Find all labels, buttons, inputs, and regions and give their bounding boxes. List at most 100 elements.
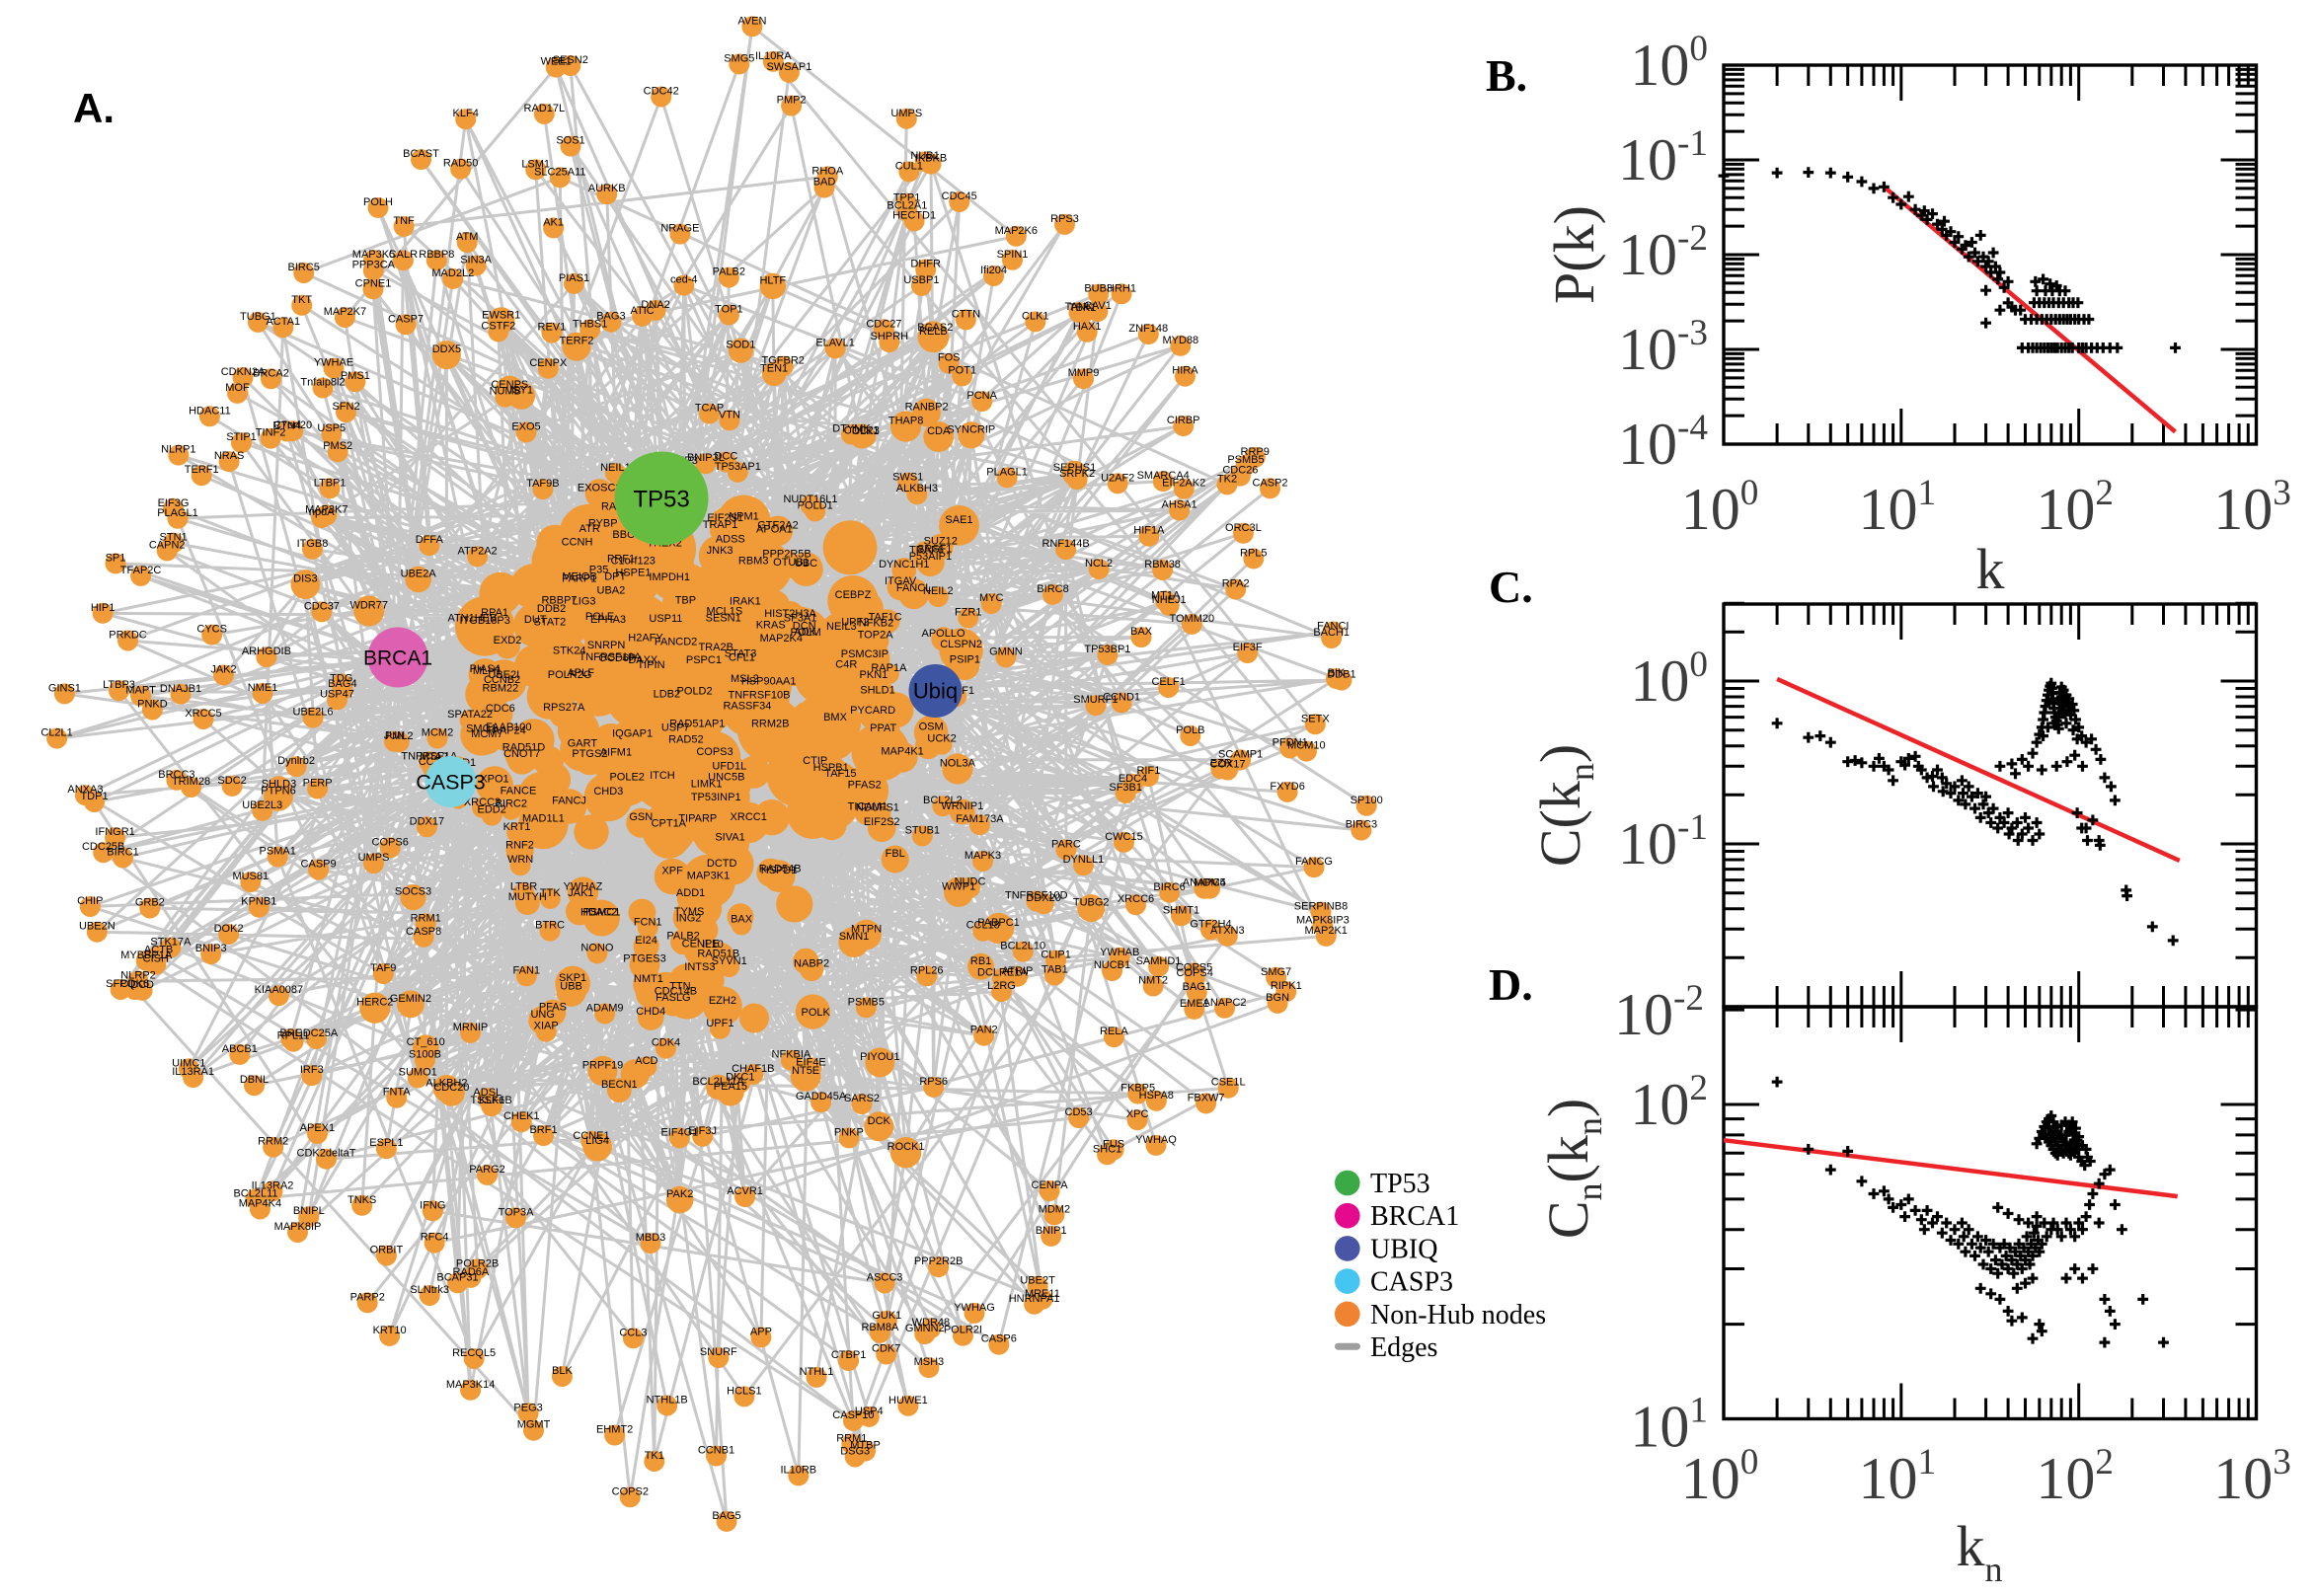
- svg-text:SHC1: SHC1: [1093, 1143, 1121, 1155]
- svg-text:CFL1: CFL1: [729, 652, 755, 664]
- svg-text:JAK1: JAK1: [568, 887, 593, 899]
- svg-text:CCNE1: CCNE1: [573, 1130, 609, 1142]
- svg-text:RRM1: RRM1: [836, 1433, 867, 1445]
- svg-text:APOA1: APOA1: [756, 524, 793, 536]
- svg-text:CD53: CD53: [1065, 1106, 1093, 1118]
- svg-text:SIVA1: SIVA1: [715, 832, 744, 844]
- svg-text:DYNLL1: DYNLL1: [1063, 854, 1105, 866]
- svg-text:PTPN6: PTPN6: [261, 785, 295, 797]
- svg-text:TRAP1: TRAP1: [703, 519, 737, 531]
- svg-text:RRM2: RRM2: [258, 1136, 288, 1148]
- svg-text:CLIP1: CLIP1: [1041, 950, 1071, 961]
- svg-text:TAF9B: TAF9B: [526, 478, 559, 490]
- svg-text:KLF4: KLF4: [453, 108, 479, 119]
- svg-text:TK1: TK1: [645, 1450, 664, 1462]
- svg-text:BCL2L11A: BCL2L11A: [692, 1076, 744, 1088]
- svg-text:RRM1: RRM1: [411, 912, 441, 924]
- svg-text:ROCK1: ROCK1: [888, 1141, 925, 1153]
- svg-text:ACTA1: ACTA1: [266, 316, 300, 328]
- svg-text:STAT3: STAT3: [725, 647, 757, 659]
- svg-text:PML2: PML2: [385, 730, 414, 742]
- svg-text:WRN: WRN: [507, 854, 533, 866]
- svg-text:SF3A1: SF3A1: [784, 613, 817, 625]
- svg-text:FANCE: FANCE: [501, 785, 537, 797]
- svg-text:PFDN1: PFDN1: [1273, 737, 1308, 749]
- svg-text:ATR: ATR: [579, 523, 600, 535]
- svg-text:RAD51D: RAD51D: [502, 741, 545, 753]
- svg-text:MAP2K4: MAP2K4: [760, 633, 803, 645]
- svg-text:TINF2: TINF2: [256, 427, 286, 439]
- svg-text:BCL2L11: BCL2L11: [233, 1187, 277, 1199]
- svg-text:NUCB1: NUCB1: [1094, 959, 1130, 971]
- svg-text:MTPN: MTPN: [851, 924, 882, 936]
- svg-text:COPS4: COPS4: [1177, 967, 1213, 979]
- svg-text:EME1: EME1: [1180, 998, 1209, 1010]
- svg-text:IKBKB: IKBKB: [915, 153, 947, 165]
- svg-text:BCAST: BCAST: [403, 148, 439, 160]
- svg-text:ABCB1: ABCB1: [222, 1043, 258, 1055]
- svg-text:PCNA: PCNA: [966, 390, 997, 402]
- svg-text:STK17A: STK17A: [150, 936, 192, 948]
- svg-text:ITGB18P3: ITGB18P3: [460, 615, 510, 627]
- svg-text:SHPRH: SHPRH: [871, 331, 909, 342]
- svg-text:CHAF1B: CHAF1B: [732, 1063, 774, 1075]
- svg-text:ELAVL1: ELAVL1: [815, 337, 855, 348]
- svg-text:FANCL: FANCL: [896, 582, 931, 594]
- svg-text:SOS1: SOS1: [556, 135, 584, 147]
- svg-text:EIF3G: EIF3G: [158, 497, 190, 509]
- svg-text:RAD51B: RAD51B: [697, 949, 739, 960]
- svg-text:RPS27A: RPS27A: [543, 702, 585, 714]
- svg-text:TBK1: TBK1: [1069, 302, 1097, 314]
- svg-text:XPF: XPF: [661, 866, 683, 877]
- svg-text:PSIP1: PSIP1: [950, 654, 980, 666]
- svg-text:CDK2deltaT: CDK2deltaT: [297, 1148, 356, 1160]
- svg-text:COPS2: COPS2: [612, 1485, 649, 1497]
- svg-text:AHSA1: AHSA1: [1162, 499, 1197, 511]
- svg-text:DKC1: DKC1: [726, 1072, 754, 1084]
- svg-text:RRP9: RRP9: [1241, 446, 1270, 458]
- svg-text:ALKBH2: ALKBH2: [425, 1077, 467, 1089]
- svg-text:CASP9: CASP9: [301, 859, 337, 871]
- svg-text:YWHAZ: YWHAZ: [564, 881, 603, 893]
- svg-text:102: 102: [1630, 1068, 1708, 1137]
- svg-text:DNAJB1: DNAJB1: [160, 683, 201, 695]
- svg-text:YWHAE: YWHAE: [314, 357, 353, 369]
- svg-text:BIRC6: BIRC6: [1153, 881, 1185, 893]
- svg-text:FAAP24: FAAP24: [486, 725, 525, 737]
- svg-text:EHMT2: EHMT2: [596, 1424, 633, 1436]
- svg-text:ACVR1: ACVR1: [727, 1185, 763, 1197]
- svg-text:EDC4: EDC4: [1119, 773, 1147, 785]
- svg-text:REV1: REV1: [538, 322, 567, 334]
- svg-text:CDC26: CDC26: [1222, 465, 1258, 477]
- svg-text:GSN: GSN: [629, 811, 653, 823]
- svg-text:ATN1HEB: ATN1HEB: [447, 613, 497, 625]
- svg-text:CISH: CISH: [143, 953, 169, 965]
- svg-text:TP53: TP53: [1370, 1169, 1430, 1199]
- svg-text:YWHAG: YWHAG: [954, 1302, 995, 1314]
- svg-text:MCM2: MCM2: [422, 727, 453, 739]
- svg-text:BTRC: BTRC: [535, 920, 565, 932]
- svg-text:TBP: TBP: [675, 595, 696, 607]
- svg-text:MUS81: MUS81: [232, 871, 269, 882]
- svg-text:HIST2H3A: HIST2H3A: [764, 608, 816, 620]
- svg-text:PNKP: PNKP: [834, 1126, 864, 1138]
- svg-text:U2AF2: U2AF2: [1101, 472, 1134, 484]
- svg-text:XRCC1: XRCC1: [731, 811, 767, 823]
- svg-text:MTBP: MTBP: [850, 1440, 881, 1452]
- svg-text:MAP2K1: MAP2K1: [1304, 925, 1347, 937]
- svg-text:PMS1: PMS1: [341, 370, 370, 382]
- svg-text:k: k: [1976, 537, 2005, 601]
- svg-text:TGFBR2: TGFBR2: [761, 355, 804, 367]
- svg-text:HDAC11: HDAC11: [189, 405, 231, 417]
- svg-text:MCM7: MCM7: [471, 728, 502, 740]
- svg-text:TAF1C: TAF1C: [869, 612, 902, 624]
- svg-text:CDKN2A: CDKN2A: [221, 366, 266, 378]
- svg-text:CLK1: CLK1: [1022, 310, 1049, 322]
- svg-text:PPP2R2B: PPP2R2B: [914, 1255, 964, 1267]
- svg-text:SUZ12: SUZ12: [924, 535, 958, 547]
- svg-text:USP47: USP47: [320, 688, 354, 700]
- svg-text:TPP1: TPP1: [893, 192, 921, 204]
- svg-text:GADD45A: GADD45A: [796, 1091, 847, 1102]
- svg-text:BAD: BAD: [813, 177, 836, 189]
- svg-text:A.: A.: [73, 85, 115, 131]
